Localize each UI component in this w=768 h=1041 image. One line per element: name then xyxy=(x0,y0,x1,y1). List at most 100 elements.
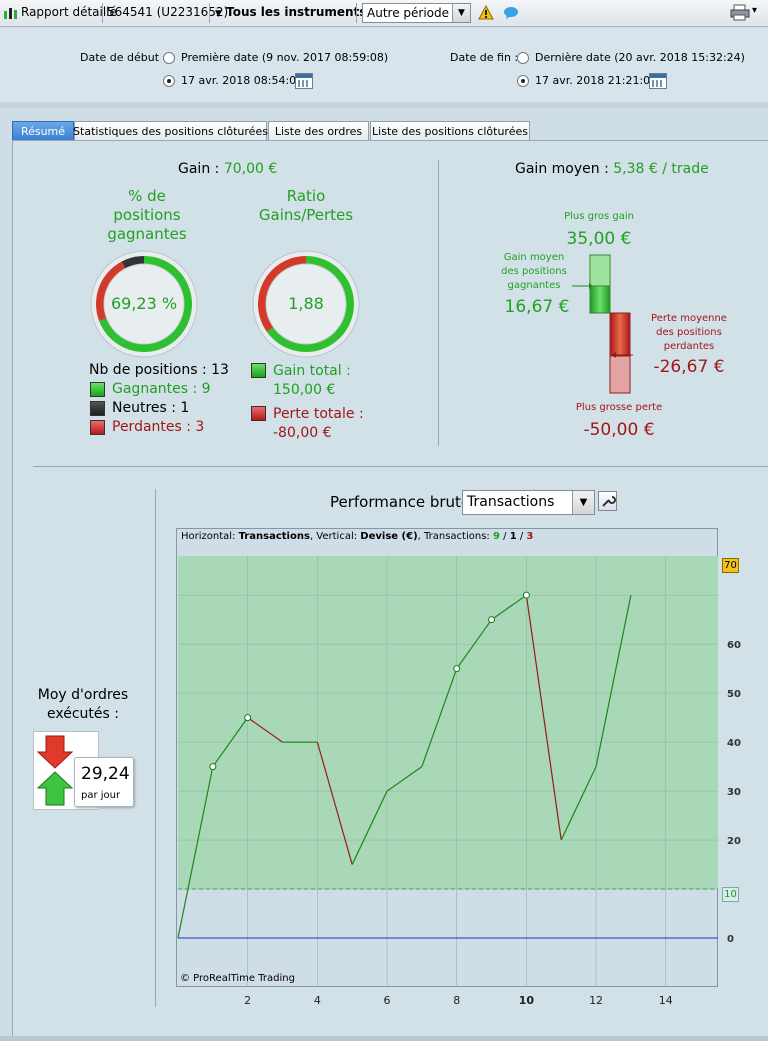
x-tick-label: 14 xyxy=(659,994,673,1007)
tab-closed-positions[interactable]: Liste des positions clôturées xyxy=(370,121,530,140)
equity-segment-up xyxy=(351,790,388,865)
period-select[interactable]: Autre période ▼ xyxy=(362,3,471,23)
loss-total-value: -80,00 € xyxy=(273,425,332,441)
tab-closed-stats[interactable]: Statistiques des positions clôturées xyxy=(73,121,268,140)
end-custom-radio[interactable] xyxy=(517,75,529,87)
losing-count: Perdantes : 3 xyxy=(112,419,205,435)
gain-value: 70,00 € xyxy=(223,161,278,177)
equity-point xyxy=(453,665,461,673)
info-losing: 3 xyxy=(526,531,534,542)
equity-point xyxy=(209,763,217,771)
divider xyxy=(438,160,439,446)
start-custom-radio[interactable] xyxy=(163,75,175,87)
print-icon[interactable] xyxy=(730,4,750,24)
equity-point xyxy=(522,591,530,599)
y-tick-label: 50 xyxy=(727,689,741,700)
instruments-dropdown[interactable]: ▼ Tous les instruments xyxy=(215,5,366,19)
gain-total-value: 150,00 € xyxy=(273,382,336,398)
equity-segment-down xyxy=(247,717,283,743)
info-winning: 9 xyxy=(492,531,500,542)
info-v-value: Devise (€) xyxy=(360,531,418,542)
avg-gain-label: Gain moyen : xyxy=(515,161,609,177)
avg-win-line: des positions xyxy=(501,266,567,277)
tab-resume[interactable]: Résumé xyxy=(12,121,74,140)
y-tick-label: 30 xyxy=(727,787,741,798)
avg-win-value: 16,67 € xyxy=(504,297,570,317)
info-neutral: 1 xyxy=(509,531,517,542)
equity-segment-up xyxy=(491,594,527,621)
avg-loss-line: des positions xyxy=(656,327,722,338)
equity-segment-down xyxy=(316,741,353,865)
end-custom-value[interactable]: 17 avr. 2018 21:21:00 xyxy=(535,74,658,87)
settings-wrench-icon[interactable] xyxy=(598,491,617,511)
calendar-icon[interactable] xyxy=(649,73,667,89)
avg-gain-header: Gain moyen : 5,38 € / trade xyxy=(515,161,709,177)
loss-total-label: Perte totale : xyxy=(273,406,364,422)
info-separator: / xyxy=(516,531,527,542)
chat-icon[interactable] xyxy=(503,5,519,23)
ratio-title: Ratio Gains/Pertes xyxy=(250,187,362,225)
chevron-down-icon[interactable]: ▼ xyxy=(452,4,470,22)
equity-segment-up xyxy=(386,766,423,792)
max-gain-value: 35,00 € xyxy=(566,229,632,249)
avg-loss-label: Perte moyenne des positions perdantes xyxy=(646,312,732,354)
bottom-border xyxy=(0,1036,768,1041)
end-last-label[interactable]: Dernière date (20 avr. 2018 15:32:24) xyxy=(535,51,745,64)
start-first-radio[interactable] xyxy=(163,52,175,64)
ratio-value: 1,88 xyxy=(288,294,324,313)
pct-winning-value: 69,23 % xyxy=(110,294,178,313)
info-h-value: Transactions xyxy=(238,531,310,542)
end-last-radio[interactable] xyxy=(517,52,529,64)
info-v-label: , Vertical: xyxy=(309,531,358,542)
x-tick-label: 12 xyxy=(589,994,603,1007)
x-tick-label: 2 xyxy=(244,994,251,1007)
pct-title-line: % de xyxy=(128,187,166,205)
toolbar-menu-icon[interactable]: ▾ xyxy=(752,5,758,16)
perf-selector-value: Transactions xyxy=(467,494,555,510)
x-tick-label: 6 xyxy=(384,994,391,1007)
perf-selector[interactable]: Transactions ▼ xyxy=(462,490,595,515)
pct-title-line: gagnantes xyxy=(107,225,187,243)
avg-line-badge: 10 xyxy=(722,887,739,902)
report-icon xyxy=(3,6,19,23)
avg-gain-value: 5,38 € / trade xyxy=(613,161,709,177)
ratio-title-line: Gains/Pertes xyxy=(258,206,354,224)
start-date-label: Date de début : xyxy=(80,51,167,64)
nb-positions: Nb de positions : 13 xyxy=(89,362,229,378)
chart-copyright: © ProRealTime Trading xyxy=(180,973,295,984)
neutral-count: Neutres : 1 xyxy=(112,400,190,416)
equity-point xyxy=(244,714,252,722)
avg-loss-line: perdantes xyxy=(663,341,715,352)
gain-total-label: Gain total : xyxy=(273,363,351,379)
end-date-label: Date de fin : xyxy=(450,51,519,64)
neutral-swatch xyxy=(90,401,105,416)
tab-orders-list[interactable]: Liste des ordres xyxy=(268,121,369,140)
start-first-label[interactable]: Première date (9 nov. 2017 08:59:08) xyxy=(181,51,389,64)
y-tick-label: 40 xyxy=(727,738,741,749)
equity-segment-down xyxy=(525,595,562,841)
account-label[interactable]: 564541 (U2231652) xyxy=(107,5,229,19)
y-tick-label: 60 xyxy=(727,640,741,651)
loss-total-swatch xyxy=(251,406,266,421)
x-tick-label: 4 xyxy=(314,994,321,1007)
performance-chart[interactable]: 0 20 30 40 50 60 2 4 6 8 10 12 14 xyxy=(176,528,768,1028)
equity-segment-up xyxy=(177,766,214,939)
losing-swatch xyxy=(90,420,105,435)
max-loss-label: Plus grosse perte xyxy=(575,402,663,413)
pct-title-line: positions xyxy=(113,206,181,224)
avg-gain-bars xyxy=(572,254,633,394)
equity-segment-up xyxy=(421,668,458,767)
report-title: Rapport détaillé xyxy=(21,5,117,19)
equity-segment-up xyxy=(456,619,493,669)
info-separator: / xyxy=(499,531,510,542)
gain-total-swatch xyxy=(251,363,266,378)
orders-title-line: Moy d'ordres xyxy=(37,687,129,703)
separator xyxy=(102,3,103,23)
divider xyxy=(155,489,156,1007)
ratio-title-line: Ratio xyxy=(286,187,326,205)
chevron-down-icon[interactable]: ▼ xyxy=(572,491,594,514)
start-custom-value[interactable]: 17 avr. 2018 08:54:00 xyxy=(181,74,304,87)
warning-icon[interactable] xyxy=(478,4,494,23)
calendar-icon[interactable] xyxy=(295,73,313,89)
chart-layer xyxy=(177,556,718,987)
